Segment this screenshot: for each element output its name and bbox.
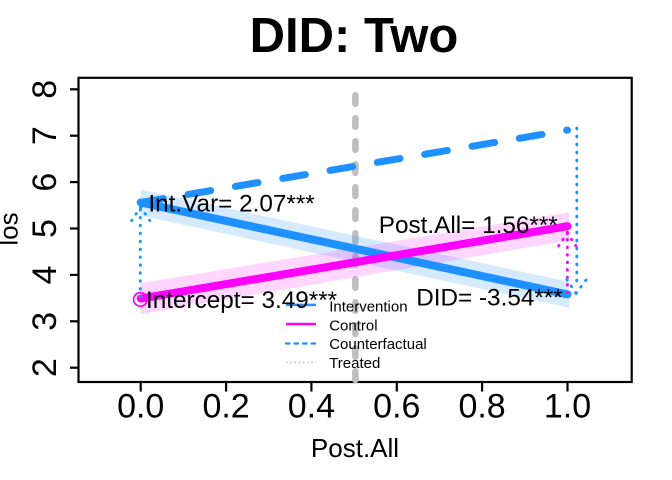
svg-text:Post.All= 1.56***: Post.All= 1.56*** bbox=[379, 212, 559, 239]
svg-text:Treated: Treated bbox=[329, 355, 380, 372]
svg-text:0.2: 0.2 bbox=[202, 388, 249, 426]
svg-text:los: los bbox=[0, 212, 24, 245]
svg-text:Post.All: Post.All bbox=[311, 433, 399, 463]
svg-text:7: 7 bbox=[26, 126, 64, 145]
svg-text:0.8: 0.8 bbox=[458, 388, 505, 426]
svg-text:Intercept= 3.49***: Intercept= 3.49*** bbox=[146, 287, 338, 314]
svg-text:6: 6 bbox=[26, 173, 64, 192]
svg-text:Intervention: Intervention bbox=[329, 298, 407, 315]
svg-text:8: 8 bbox=[26, 80, 64, 99]
svg-text:4: 4 bbox=[26, 265, 64, 284]
svg-text:5: 5 bbox=[26, 219, 64, 238]
svg-text:2: 2 bbox=[26, 358, 64, 377]
svg-text:Counterfactual: Counterfactual bbox=[329, 336, 427, 353]
svg-text:0.0: 0.0 bbox=[117, 388, 164, 426]
svg-text:0.4: 0.4 bbox=[288, 388, 335, 426]
svg-text:0.6: 0.6 bbox=[373, 388, 420, 426]
svg-text:Control: Control bbox=[329, 317, 377, 334]
svg-text:1.0: 1.0 bbox=[544, 388, 591, 426]
svg-text:DID= -3.54***: DID= -3.54*** bbox=[416, 284, 563, 311]
svg-text:DID: Two: DID: Two bbox=[250, 9, 459, 63]
svg-text:3: 3 bbox=[26, 312, 64, 331]
svg-text:Int.Var= 2.07***: Int.Var= 2.07*** bbox=[148, 191, 315, 218]
